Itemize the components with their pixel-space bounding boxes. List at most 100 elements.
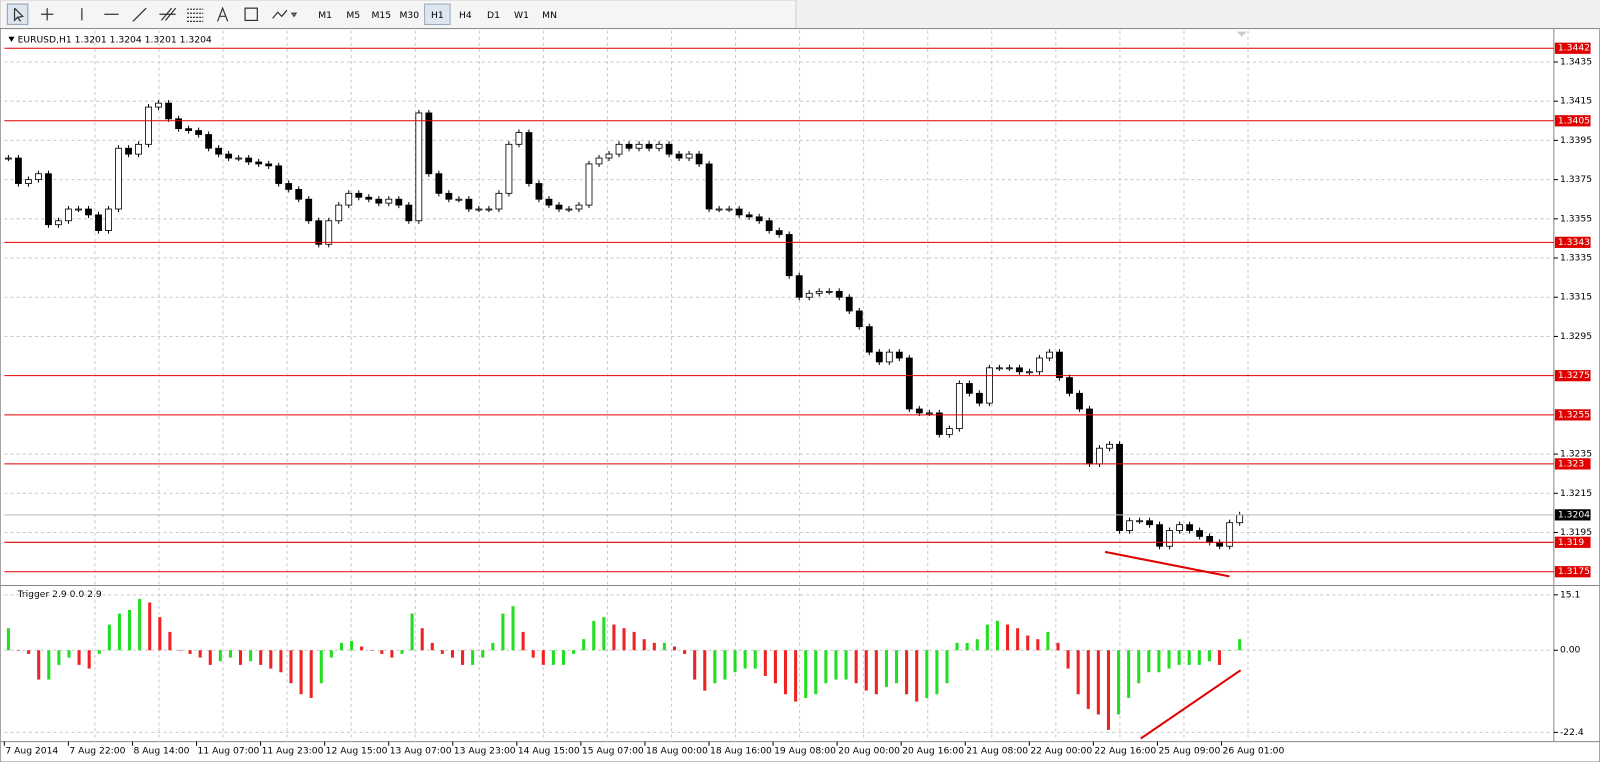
histogram-bar (1207, 650, 1211, 662)
trendline-tool[interactable] (132, 7, 147, 22)
text-tool[interactable] (216, 6, 229, 22)
candle (996, 367, 1003, 370)
price-label: 1.3435 (1560, 56, 1592, 67)
candle (775, 230, 783, 235)
candle (1206, 536, 1214, 543)
histogram-bar (733, 650, 737, 673)
candle (275, 165, 283, 184)
candle (95, 214, 102, 231)
histogram-bar (208, 650, 212, 665)
candle (175, 118, 182, 130)
timeframe-label: MN (542, 10, 557, 21)
price-label: 1.3415 (1560, 96, 1592, 107)
candle (485, 208, 493, 211)
candle (1036, 357, 1043, 373)
histogram-bar (561, 650, 566, 665)
histogram-bar (97, 650, 101, 654)
histogram-bar (1006, 624, 1010, 651)
histogram-bar (77, 650, 81, 665)
histogram-bar (884, 650, 888, 687)
candle (255, 161, 263, 165)
cursor-icon (13, 7, 24, 22)
histogram-bar (380, 650, 384, 654)
arrows-tool[interactable] (272, 9, 298, 19)
label-tool[interactable] (244, 7, 258, 22)
time-label: 20 Aug 00:00 (838, 745, 900, 756)
candle (735, 208, 743, 216)
histogram-bar (1187, 650, 1191, 665)
histogram-bar (259, 650, 263, 665)
candle (1066, 377, 1073, 394)
bid-label: 1.3204 (1558, 509, 1590, 520)
price-label: 1.3335 (1560, 253, 1592, 264)
candle (985, 367, 993, 404)
histogram-bar (1046, 631, 1050, 651)
candle (1076, 392, 1083, 410)
histogram-bar (1127, 650, 1131, 698)
level-label-box (1554, 458, 1591, 470)
candle (465, 198, 473, 210)
histogram-bar (824, 650, 828, 684)
histogram-bar (218, 650, 222, 662)
time-label: 11 Aug 23:00 (262, 745, 324, 756)
candle (1026, 371, 1033, 374)
level-label-box (1554, 236, 1591, 248)
candle (1046, 351, 1053, 359)
price-label: 1.3195 (1560, 527, 1592, 538)
histogram-bar (350, 641, 354, 651)
histogram-bar (1066, 650, 1070, 669)
histogram-bar (6, 628, 10, 651)
candle (1106, 443, 1113, 449)
histogram-bar (117, 613, 121, 651)
histogram-bar (57, 650, 61, 665)
candle (265, 163, 273, 167)
candle (215, 147, 223, 155)
histogram-bar (138, 598, 142, 651)
histogram-bar (1117, 650, 1121, 715)
fibo-tool[interactable] (186, 8, 204, 23)
channel-tool[interactable] (159, 7, 177, 21)
candle (615, 143, 623, 155)
candle (495, 192, 503, 210)
histogram-bar (430, 642, 434, 651)
histogram-bar (632, 631, 636, 651)
histogram-bar (854, 650, 858, 684)
histogram-bar (27, 650, 31, 654)
candle (105, 208, 112, 231)
time-label: 21 Aug 08:00 (966, 745, 1028, 756)
histogram-bar (814, 650, 818, 695)
candle (1236, 514, 1244, 524)
candle (295, 189, 303, 200)
timeframe-button[interactable] (424, 3, 451, 25)
candle (375, 198, 383, 204)
candle (35, 173, 42, 181)
level-label: 1.3343 (1558, 237, 1590, 248)
tool-icons (6, 3, 298, 26)
histogram-bar (723, 650, 727, 680)
histogram-bar (400, 650, 404, 654)
histogram-bar (188, 650, 192, 654)
candle (225, 153, 233, 159)
crosshair-tool[interactable] (41, 8, 54, 21)
histogram-bar (501, 613, 505, 651)
histogram-bar (1238, 639, 1242, 651)
histogram-bar (1106, 650, 1110, 730)
candle (955, 383, 963, 430)
candle (405, 204, 413, 222)
cursor-tool[interactable] (6, 3, 29, 26)
candle (585, 163, 593, 206)
candle (535, 183, 543, 200)
histogram-bar (1167, 650, 1171, 669)
candle (335, 204, 343, 222)
candle (815, 290, 823, 294)
candle (305, 198, 313, 222)
histogram-bar (652, 642, 656, 651)
candle (15, 157, 22, 184)
candle (155, 102, 162, 108)
candle (245, 157, 253, 163)
histogram-bar (672, 646, 677, 651)
histogram-bar (783, 650, 788, 695)
histogram-bar (1086, 650, 1090, 709)
histogram-bar (198, 650, 202, 658)
time-label: 22 Aug 16:00 (1094, 745, 1156, 756)
